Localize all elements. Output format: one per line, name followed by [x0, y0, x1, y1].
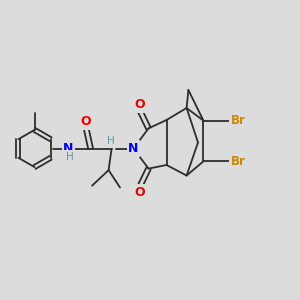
- Text: N: N: [128, 142, 139, 155]
- Text: O: O: [134, 98, 145, 111]
- Text: Br: Br: [230, 155, 245, 168]
- Text: N: N: [63, 142, 74, 155]
- Text: O: O: [81, 115, 92, 128]
- Text: O: O: [134, 186, 145, 199]
- Text: Br: Br: [230, 114, 245, 127]
- Text: H: H: [107, 136, 115, 146]
- Text: H: H: [66, 152, 74, 162]
